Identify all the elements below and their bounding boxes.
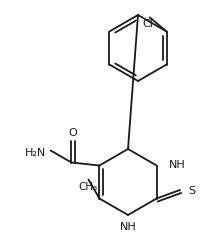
Text: H₂N: H₂N [24, 148, 45, 158]
Text: NH: NH [168, 160, 184, 170]
Text: Cl: Cl [142, 19, 152, 29]
Text: CH₃: CH₃ [78, 182, 98, 192]
Text: S: S [187, 186, 194, 196]
Text: O: O [68, 128, 77, 138]
Text: NH: NH [119, 222, 136, 232]
